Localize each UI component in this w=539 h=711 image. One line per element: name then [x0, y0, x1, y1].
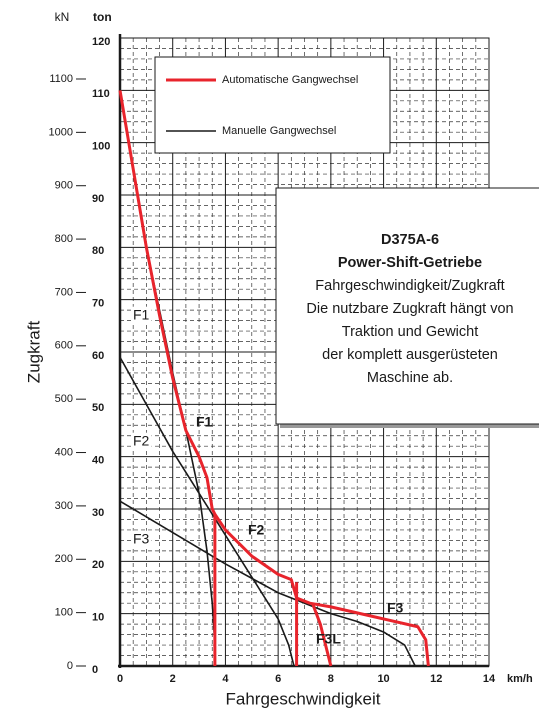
y-tick-label: 10: [92, 612, 104, 624]
x-unit: km/h: [507, 673, 533, 685]
y2-tick-label: 0: [67, 660, 73, 672]
x-axis-label: Fahrgeschwindigkeit: [226, 689, 381, 708]
y2-tick-label: 400: [55, 446, 73, 458]
x-tick-label: 8: [328, 673, 334, 685]
y-tick-label: 90: [92, 193, 104, 205]
y-tick-label: 100: [92, 141, 110, 153]
y-tick-label: 50: [92, 402, 104, 414]
info-text: Die nutzbare Zugkraft hängt von: [306, 301, 513, 317]
y2-tick-label: 200: [55, 553, 73, 565]
y-tick-label: 20: [92, 559, 104, 571]
curve-label: F2: [133, 433, 150, 449]
y2-tick-label: 100: [55, 607, 73, 619]
x-tick-label: 4: [222, 673, 229, 685]
series-line: [118, 90, 430, 667]
y2-tick-label: 800: [55, 233, 73, 245]
x-tick-label: 10: [377, 673, 389, 685]
y-tick-label: 120: [92, 36, 110, 48]
info-text: Traktion und Gewicht: [342, 324, 478, 340]
info-text: Maschine ab.: [367, 370, 453, 386]
label-bg: [131, 530, 152, 547]
y2-tick-label: 600: [55, 340, 73, 352]
y2-tick-label: 700: [55, 286, 73, 298]
info-text: der komplett ausgerüsteten: [322, 347, 498, 363]
y2-tick-label: 500: [55, 393, 73, 405]
y-tick-label: 110: [92, 88, 110, 100]
x-tick-label: 6: [275, 673, 281, 685]
label-bg: [131, 306, 152, 323]
x-tick-label: 12: [430, 673, 442, 685]
y-unit: ton: [93, 10, 112, 24]
y-tick-label: 40: [92, 455, 104, 467]
x-tick-label: 14: [483, 673, 496, 685]
info-box: [275, 187, 539, 425]
curve-label: F3: [387, 600, 404, 616]
y-tick-label: 30: [92, 507, 104, 519]
y-tick-label: 70: [92, 298, 104, 310]
y-axis-label: Zugkraft: [24, 321, 43, 384]
label-bg: [131, 432, 152, 449]
y2-tick-label: 1100: [49, 73, 73, 85]
y2-tick-label: 900: [55, 180, 73, 192]
y-tick-label: 60: [92, 350, 104, 362]
info-text: D375A-6: [381, 232, 439, 248]
curve-label: F1: [133, 307, 150, 323]
y2-tick-label: 300: [55, 500, 73, 512]
legend-label: Automatische Gangwechsel: [222, 74, 358, 86]
curve-label: F3L: [316, 631, 341, 647]
curve-label: F3: [133, 531, 150, 547]
y2-unit: kN: [55, 10, 70, 24]
info-text: Power-Shift-Getriebe: [338, 255, 482, 271]
info-text: Fahrgeschwindigkeit/Zugkraft: [315, 278, 504, 294]
curve-label: F1: [196, 414, 213, 430]
y2-tick-label: 1000: [49, 126, 73, 138]
curve-label: F2: [248, 522, 265, 538]
x-tick-label: 0: [117, 673, 123, 685]
legend-box: [154, 56, 391, 154]
legend-label: Manuelle Gangwechsel: [222, 125, 336, 137]
x-tick-label: 2: [170, 673, 176, 685]
y-tick-label: 80: [92, 245, 104, 257]
y-tick-label: 0: [92, 664, 98, 676]
